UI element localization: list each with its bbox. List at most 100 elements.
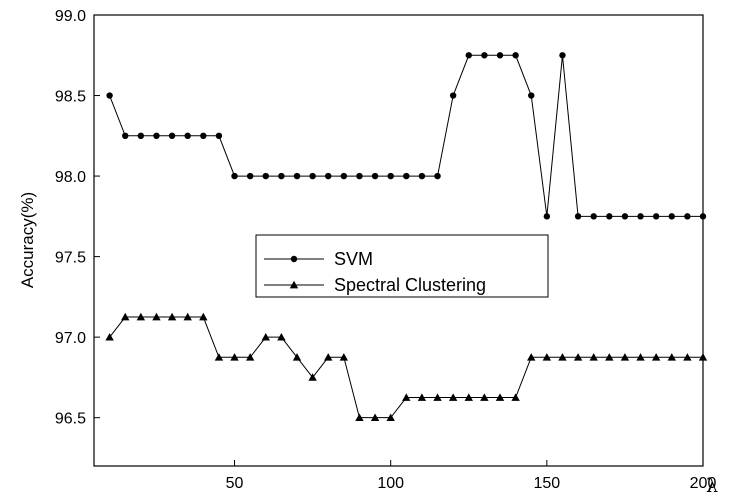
data-point [480,393,489,401]
data-point [324,353,333,361]
data-point [262,172,269,180]
series-line [109,316,703,419]
data-point [605,353,614,361]
data-point [121,312,130,321]
data-point [621,213,629,220]
data-point [684,213,691,220]
data-point [386,413,395,422]
data-point [184,132,191,140]
plot-frame [93,14,704,467]
data-point [292,353,302,361]
data-point [168,132,176,140]
data-point [418,172,426,180]
series-group [105,52,708,422]
y-tick-label: 97.0 [55,330,86,347]
data-point [495,393,505,401]
data-point [558,353,567,361]
data-point [511,393,520,401]
legend: SVM Spectral Clustering [255,234,549,298]
data-point [339,353,349,361]
x-tick-label: 100 [377,475,404,492]
legend-label: Spectral Clustering [334,275,486,295]
data-point [183,312,192,321]
legend-marker [289,280,299,289]
data-point [699,213,707,220]
data-point [199,312,208,321]
data-point [434,172,441,180]
series-spectral-clustering [105,312,708,422]
data-point [417,393,427,401]
data-point [527,353,536,361]
data-point [402,393,411,401]
data-point [403,172,410,180]
data-point [167,312,177,321]
data-point [559,52,566,59]
data-point [543,213,551,220]
data-point [246,172,254,180]
data-point [651,353,661,361]
data-point [590,213,597,220]
data-point [356,172,363,180]
legend-label: SVM [334,249,373,269]
data-point [152,312,161,321]
data-point [355,413,364,422]
data-point [528,92,535,99]
data-point [481,52,488,59]
legend-marker [290,255,298,263]
y-tick-label: 96.5 [55,411,86,428]
data-point [636,353,645,361]
series-svm [106,52,707,220]
data-point [105,332,114,341]
data-point [606,213,613,220]
x-tick-label: 50 [226,475,244,492]
data-point [308,373,317,381]
y-tick-label: 99.0 [55,8,86,25]
data-point [153,132,160,140]
data-point [448,393,458,401]
axis-ticks: 50 100 150 200 96.5 97.0 97.5 98.0 98.5 99.0 [55,8,717,492]
data-point [574,213,582,220]
data-point [683,353,692,361]
data-point [245,353,255,361]
x-tick-label: 200 [690,475,717,492]
data-point [261,332,270,341]
plot-area [93,14,704,467]
x-tick-label: 150 [533,475,560,492]
y-axis-title: Accuracy(%) [18,192,37,288]
data-point [309,172,316,180]
data-point [698,353,708,361]
data-point [512,52,519,59]
data-point [496,52,504,59]
data-point [667,353,676,361]
data-point [542,353,552,361]
data-point [371,172,379,180]
y-tick-label: 98.5 [55,89,86,106]
x-axis-title: λ [706,475,718,497]
data-point [652,213,660,220]
data-point [200,132,207,140]
data-point [137,132,145,140]
data-point [214,353,224,361]
y-tick-label: 97.5 [55,250,86,267]
data-point [340,172,348,180]
data-point [464,393,473,401]
series-line [109,54,703,217]
data-point [230,353,239,361]
data-point [136,312,146,321]
data-point [573,353,583,361]
data-point [122,132,129,140]
data-point [370,413,380,422]
data-point [231,172,238,180]
data-point [465,52,472,59]
legend-box [255,234,549,298]
data-point [637,213,644,220]
data-point [433,393,442,401]
data-point [278,172,285,180]
data-point [215,132,223,140]
data-point [620,353,630,361]
data-point [449,92,457,99]
y-tick-label: 98.0 [55,169,86,186]
data-point [387,172,394,180]
data-point [325,172,332,180]
